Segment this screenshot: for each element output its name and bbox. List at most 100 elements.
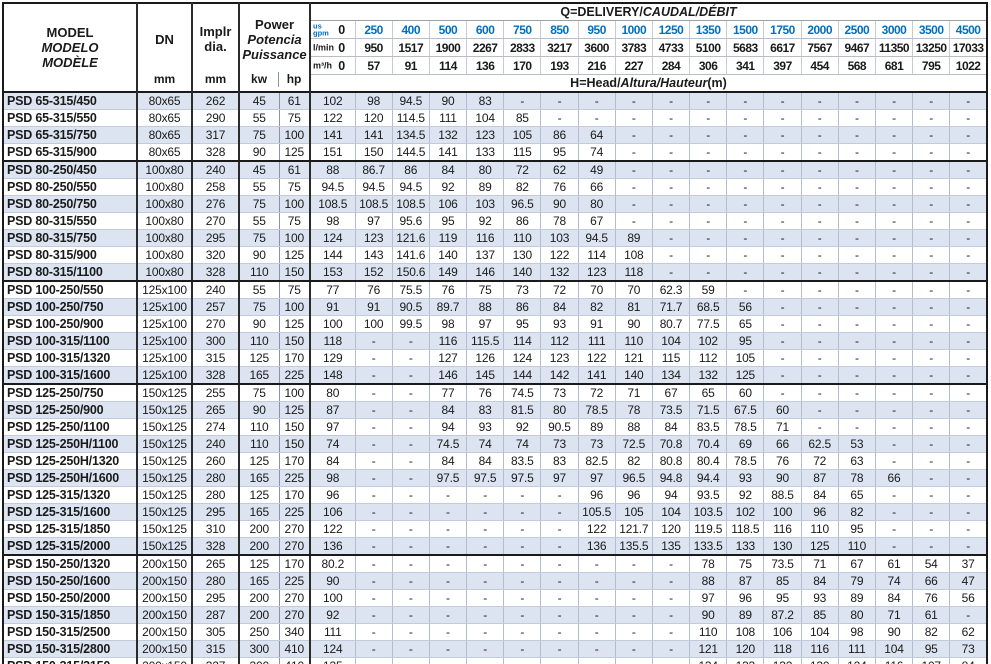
- head-value-cell: -: [837, 298, 876, 316]
- head-value-cell: -: [503, 555, 541, 573]
- head-value-cell: 112: [540, 332, 579, 350]
- head-value-cell: 53: [837, 435, 876, 453]
- model-header-label: MODEL: [46, 25, 94, 40]
- head-value-cell: -: [874, 109, 913, 127]
- head-value-cell: 127: [428, 349, 467, 367]
- head-value-cell: -: [577, 606, 616, 624]
- head-value-cell: 82: [912, 623, 950, 641]
- head-value-cell: 80: [540, 401, 579, 419]
- head-value-cell: 115.5: [466, 332, 504, 350]
- head-value-cell: -: [912, 349, 950, 367]
- head-value-cell: -: [949, 161, 987, 179]
- head-value-cell: 105: [726, 349, 764, 367]
- head-value-cell: -: [837, 366, 876, 385]
- head-value-cell: -: [466, 537, 504, 556]
- head-value-cell: -: [503, 537, 541, 556]
- head-value-cell: 66: [912, 572, 950, 590]
- head-value-cell: 146: [428, 366, 467, 385]
- head-value-cell: -: [837, 315, 876, 333]
- model-cell: PSD 65-315/450: [3, 92, 138, 110]
- head-value-cell: 37: [949, 555, 987, 573]
- head-value-cell: 84: [428, 161, 467, 179]
- head-value-cell: 94.8: [651, 469, 690, 487]
- impeller-dia-cell: 315: [192, 349, 240, 367]
- head-value-cell: 141.6: [391, 246, 430, 264]
- head-value-cell: -: [614, 212, 653, 230]
- head-value-cell: -: [651, 126, 690, 144]
- head-value-cell: -: [428, 640, 467, 658]
- head-value-cell: -: [800, 263, 839, 282]
- head-value-cell: -: [912, 161, 950, 179]
- head-value-cell: -: [763, 178, 802, 196]
- head-value-cell: -: [689, 143, 727, 162]
- head-value-cell: 108.5: [310, 195, 356, 213]
- head-value-cell: -: [912, 435, 950, 453]
- impeller-dia-cell: 328: [192, 537, 240, 556]
- head-value-cell: -: [763, 126, 802, 144]
- head-value-cell: 112: [689, 349, 727, 367]
- head-value-cell: -: [614, 555, 653, 573]
- dn-cell: 150x125: [137, 418, 193, 436]
- flow-row-m3h: m³/h 0 57 91 114 136 170 193 216 227 284 306 341 397 4…: [3, 56, 987, 75]
- head-value-cell: -: [912, 366, 950, 385]
- head-value-cell: -: [912, 143, 950, 162]
- head-value-cell: -: [726, 126, 764, 144]
- flow-value-cell: 284: [651, 56, 690, 75]
- power-kw-cell: 200: [239, 606, 280, 624]
- model-cell: PSD 100-250/750: [3, 298, 138, 316]
- head-value-cell: 120: [726, 640, 764, 658]
- head-value-cell: -: [837, 263, 876, 282]
- power-hp-cell: 125: [279, 143, 312, 162]
- head-value-cell: -: [540, 555, 579, 573]
- table-row: PSD 100-315/1320 125x100 315 125 170 129- -127…: [3, 349, 987, 367]
- head-value-cell: -: [614, 161, 653, 179]
- impeller-label-line2: dia.: [204, 39, 227, 54]
- head-value-cell: -: [614, 178, 653, 196]
- head-value-cell: -: [912, 315, 950, 333]
- head-value-cell: 62.3: [651, 281, 690, 299]
- flow-value-cell: 3500: [912, 20, 950, 39]
- head-value-cell: -: [949, 452, 987, 470]
- table-row: PSD 100-250/750 125x100 257 75 100 91 91 90.5 89…: [3, 298, 987, 316]
- head-value-cell: -: [391, 384, 430, 402]
- head-value-cell: 121.6: [391, 229, 430, 247]
- head-value-cell: 97: [540, 469, 579, 487]
- head-value-cell: 100: [354, 315, 393, 333]
- head-value-cell: 80.7: [651, 315, 690, 333]
- head-value-cell: 94.5: [391, 178, 430, 196]
- head-value-cell: 81: [614, 298, 653, 316]
- impeller-dia-cell: 327: [192, 657, 240, 664]
- flow-value-cell: 216: [577, 56, 616, 75]
- head-value-cell: 63: [837, 452, 876, 470]
- head-value-cell: -: [391, 520, 430, 538]
- head-value-cell: 68.5: [689, 298, 727, 316]
- head-value-cell: 130: [503, 246, 541, 264]
- impeller-dia-cell: 260: [192, 452, 240, 470]
- model-cell: PSD 150-250/2000: [3, 589, 138, 607]
- dn-cell: 100x80: [137, 263, 193, 282]
- head-value-cell: 94.5: [310, 178, 356, 196]
- head-value-cell: -: [800, 229, 839, 247]
- power-hp-cell: 225: [279, 572, 312, 590]
- power-kw-cell: 75: [239, 229, 280, 247]
- head-value-cell: 111: [428, 109, 467, 127]
- dn-cell: 150x125: [137, 452, 193, 470]
- head-value-cell: 92: [503, 418, 541, 436]
- head-value-cell: 49: [577, 161, 616, 179]
- dn-cell: 125x100: [137, 366, 193, 385]
- head-value-cell: -: [540, 657, 579, 664]
- impeller-dia-cell: 317: [192, 126, 240, 144]
- power-kw-cell: 165: [239, 469, 280, 487]
- flow-value-cell: 306: [689, 56, 727, 75]
- modelo-header-label: MODELO: [41, 40, 99, 55]
- head-value-cell: -: [689, 212, 727, 230]
- head-value-cell: 100: [310, 589, 356, 607]
- head-value-cell: 73.5: [651, 401, 690, 419]
- head-value-cell: -: [949, 92, 987, 110]
- head-value-cell: -: [949, 332, 987, 350]
- head-title: H=Head/Altura/Hauteur(m): [310, 74, 987, 92]
- flow-value-cell: 2000: [800, 20, 839, 39]
- head-value-cell: -: [949, 486, 987, 504]
- head-value-cell: 141: [354, 126, 393, 144]
- head-value-cell: 141: [577, 366, 616, 385]
